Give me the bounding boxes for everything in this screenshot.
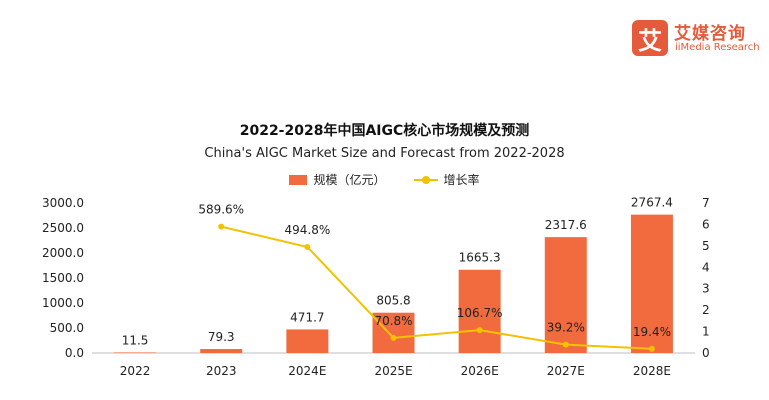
bar-value-label: 11.5 [122,333,149,347]
legend-item-bars: 规模（亿元） [289,171,386,188]
growth-point [218,223,225,230]
y-left-tick-label: 2500.0 [42,221,84,235]
x-tick-label: 2023 [206,364,237,378]
chart-subtitle: China's AIGC Market Size and Forecast fr… [204,146,565,161]
bar [372,312,415,353]
y-right-tick-label: 4 [702,260,710,274]
bar [544,237,587,353]
bar-value-label: 471.7 [290,310,324,324]
bar-value-label: 2767.4 [631,196,673,210]
growth-value-label: 589.6% [198,203,244,217]
y-left-tick-label: 0.0 [65,346,84,360]
y-right-tick-label: 0 [702,346,710,360]
y-left-tick-label: 3000.0 [42,196,84,210]
bar-value-label: 805.8 [376,294,410,308]
y-right-tick-label: 5 [702,239,710,253]
x-tick-label: 2026E [461,364,499,378]
bar [458,269,501,353]
bar-value-label: 1665.3 [459,251,501,265]
brand-name-cn: 艾媒咨询 [674,24,746,44]
y-right-tick-label: 6 [702,217,710,231]
y-right-tick-label: 3 [702,282,710,296]
growth-value-label: 70.8% [374,314,412,328]
brand-name-en: iiMedia Research [675,42,760,53]
growth-point [304,243,311,250]
brand-logo: 艾 艾媒咨询 iiMedia Research [632,18,762,60]
growth-point [476,327,483,334]
growth-point [648,345,655,352]
y-left-tick-label: 1000.0 [42,296,84,310]
y-left-tick-label: 2000.0 [42,246,84,260]
y-right-tick-label: 1 [702,325,710,339]
y-left-tick-label: 500.0 [50,321,84,335]
x-tick-label: 2022 [120,364,151,378]
chart-title: 2022-2028年中国AIGC核心市场规模及预测 [239,123,530,139]
bar [200,349,243,353]
bar [286,329,329,353]
growth-value-label: 494.8% [284,223,330,237]
x-tick-label: 2025E [374,364,412,378]
growth-line [220,225,652,350]
y-left-tick-label: 1500.0 [42,271,84,285]
brand-mark-icon: 艾 [632,20,668,56]
legend-label-bars: 规模（亿元） [313,173,386,187]
growth-point [390,334,397,341]
legend-line-swatch [413,175,438,185]
x-tick-label: 2024E [288,364,326,378]
growth-value-label: 19.4% [633,325,671,339]
bar-value-label: 79.3 [208,330,235,344]
y-right-tick-label: 2 [702,303,710,317]
bar-value-label: 2317.6 [545,218,587,232]
x-tick-label: 2027E [547,364,585,378]
growth-value-label: 106.7% [457,306,503,320]
growth-point [562,341,569,348]
chart-legend: 规模（亿元） 增长率 [0,171,769,188]
legend-label-line: 增长率 [443,173,480,187]
legend-bar-swatch [289,174,308,185]
legend-item-line: 增长率 [413,171,480,188]
x-tick-label: 2028E [633,364,671,378]
bar [630,214,673,353]
bar [114,352,157,353]
growth-value-label: 39.2% [547,321,585,335]
y-right-tick-label: 7 [702,196,710,210]
